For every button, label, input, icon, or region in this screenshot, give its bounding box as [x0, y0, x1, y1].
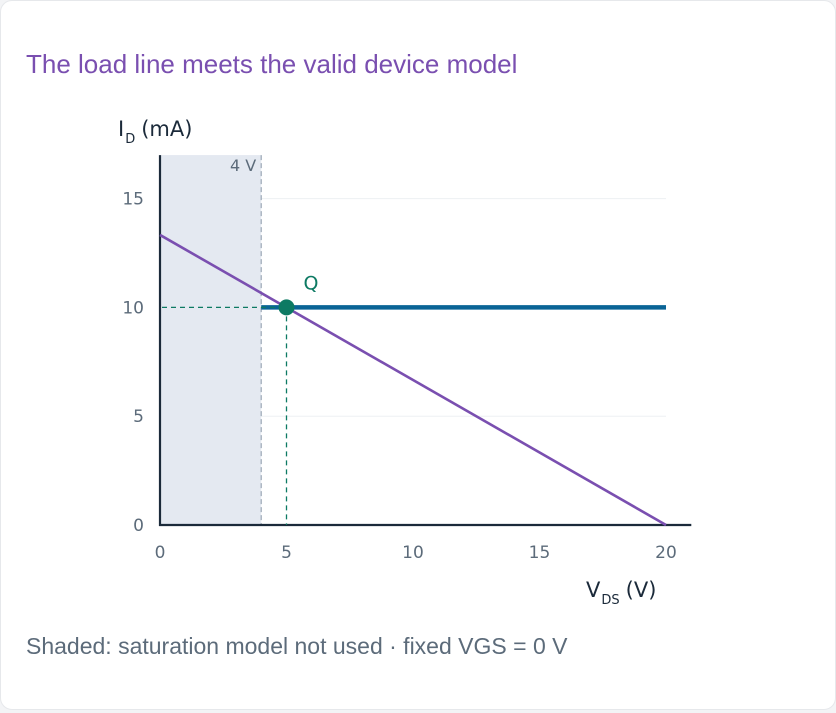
axes	[158, 155, 692, 527]
series	[159, 233, 667, 527]
q-guides: Q	[162, 272, 318, 525]
chart-caption: Shaded: saturation model not used · fixe…	[26, 633, 568, 659]
chart-title: The load line meets the valid device mod…	[26, 49, 518, 79]
x-tick-label: 5	[281, 543, 292, 563]
shade-label: 4 V	[230, 156, 256, 175]
x-axis-label: VDS (V)	[586, 578, 656, 608]
shaded-region: 4 V	[160, 155, 262, 525]
x-tick-label: 20	[655, 543, 677, 563]
y-tick-label: 10	[122, 298, 144, 318]
q-point-label: Q	[304, 272, 319, 294]
x-tick-label: 10	[402, 543, 424, 563]
tick-labels: 0 5 10 15 20 0 5 10 15	[122, 190, 676, 563]
y-tick-label: 15	[122, 190, 144, 210]
y-tick-label: 5	[133, 407, 144, 427]
shaded-rect	[160, 155, 262, 525]
load-line	[159, 233, 667, 527]
x-tick-label: 0	[155, 543, 166, 563]
y-axis-label: ID (mA)	[118, 117, 192, 147]
x-tick-label: 15	[529, 543, 551, 563]
y-tick-label: 0	[133, 516, 144, 536]
q-point-marker	[278, 299, 295, 316]
